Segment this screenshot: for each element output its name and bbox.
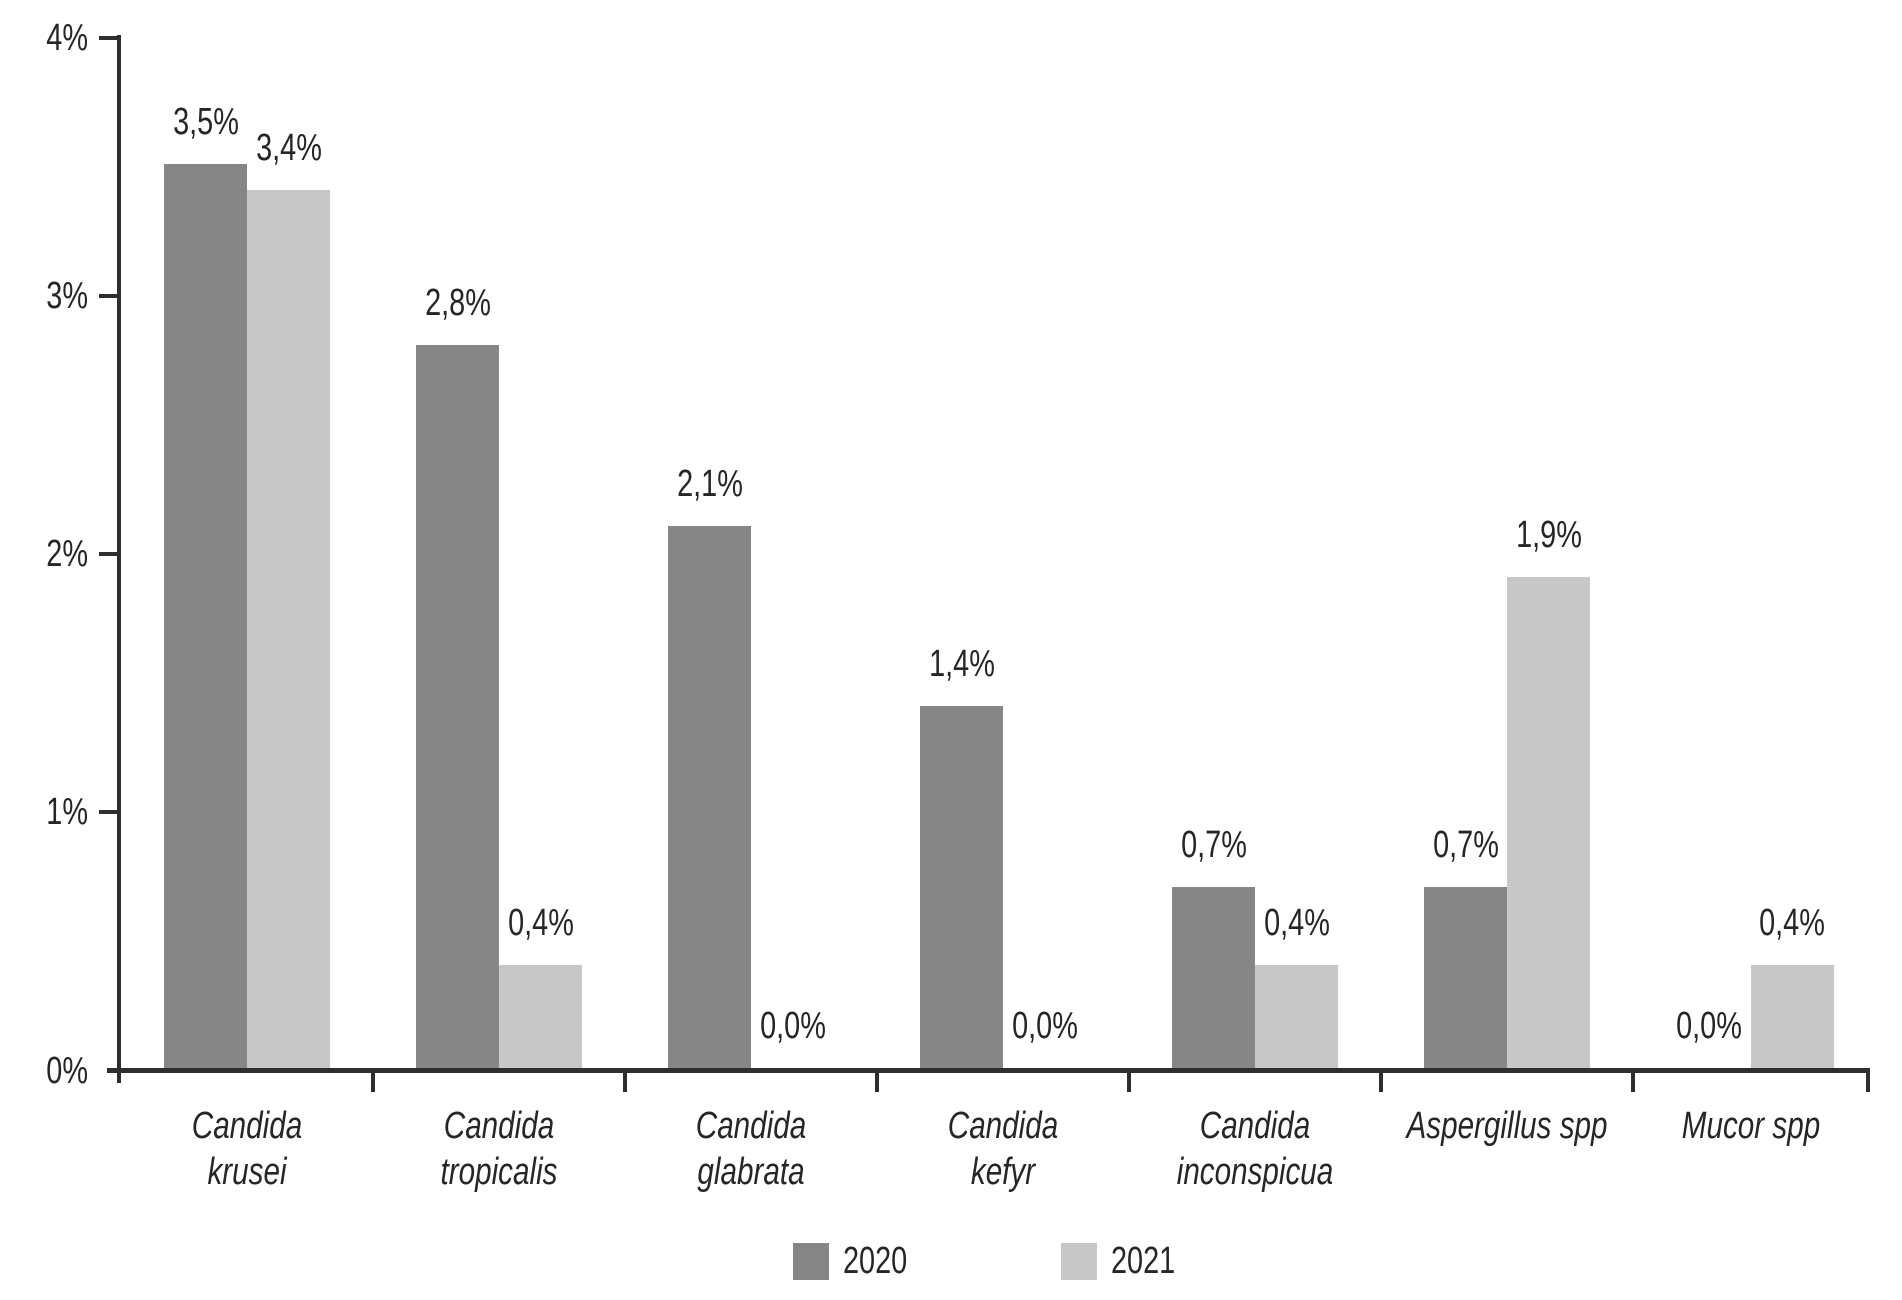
value-label-2021-candida-tropicalis: 0,4%	[507, 902, 574, 944]
value-label-2021-candida-kefyr: 0,0%	[1011, 1005, 1078, 1047]
category-label-aspergillus-spp: Aspergillus spp	[1406, 1105, 1608, 1147]
x-axis-line	[107, 1068, 1868, 1073]
y-tick-2	[99, 552, 121, 556]
bar-2020-candida-glabrata	[668, 526, 751, 1068]
y-axis-label-4: 4%	[46, 16, 88, 59]
legend-item-2020: 2020	[792, 1240, 928, 1282]
y-axis-label-2: 2%	[46, 533, 88, 575]
legend-label-2021: 2021	[1110, 1240, 1175, 1282]
bar-2021-mucor-spp	[1750, 965, 1834, 1068]
x-axis-tick	[1379, 1068, 1383, 1092]
value-label-2020-mucor-spp: 0,0%	[1676, 1005, 1742, 1047]
bar-2020-candida-inconspicua	[1172, 887, 1255, 1068]
bar-2021-candida-inconspicua	[1255, 965, 1338, 1068]
y-axis-label-0: 0%	[46, 1049, 88, 1092]
y-tick-3	[99, 293, 121, 298]
value-label-2021-candida-inconspicua: 0,4%	[1263, 902, 1330, 944]
category-label-mucor-spp: Mucor spp	[1681, 1105, 1820, 1147]
category-label-candida-tropicalis: Candida tropicalis	[440, 1105, 558, 1193]
bar-2020-candida-krusei	[164, 164, 247, 1068]
bar-2021-candida-krusei	[247, 190, 330, 1068]
legend-label-2020: 2020	[842, 1240, 908, 1282]
category-label-candida-kefyr: Candida kefyr	[947, 1105, 1059, 1193]
chart-legend: 2020 2021	[86, 1242, 1902, 1280]
x-axis-tick	[1631, 1068, 1635, 1092]
value-label-2020-candida-inconspicua: 0,7%	[1180, 824, 1247, 866]
bar-2020-candida-tropicalis	[416, 345, 499, 1068]
y-axis-line	[117, 35, 121, 1083]
bar-2020-aspergillus-spp	[1424, 887, 1507, 1068]
bar-2020-candida-kefyr	[920, 706, 1003, 1068]
category-label-candida-krusei: Candida krusei	[191, 1105, 303, 1193]
y-axis-label-1: 1%	[46, 791, 88, 834]
legend-swatch-2020	[792, 1242, 829, 1280]
x-axis-tick	[623, 1068, 627, 1092]
y-tick-4	[99, 35, 121, 40]
x-axis-tick	[1866, 1068, 1870, 1092]
value-label-2020-candida-glabrata: 2,1%	[676, 463, 743, 505]
category-label-candida-glabrata: Candida glabrata	[695, 1105, 807, 1193]
value-label-2020-candida-tropicalis: 2,8%	[424, 282, 491, 324]
y-axis-label-3: 3%	[46, 274, 88, 317]
value-label-2021-mucor-spp: 0,4%	[1759, 902, 1825, 944]
legend-item-2021: 2021	[1060, 1240, 1196, 1282]
x-axis-tick	[1127, 1068, 1131, 1092]
x-axis-tick	[371, 1068, 375, 1092]
value-label-2020-candida-kefyr: 1,4%	[928, 643, 995, 685]
category-label-candida-inconspicua: Candida inconspicua	[1176, 1105, 1334, 1193]
value-label-2020-aspergillus-spp: 0,7%	[1432, 824, 1499, 866]
value-label-2021-aspergillus-spp: 1,9%	[1515, 514, 1582, 556]
value-label-2021-candida-krusei: 3,4%	[255, 127, 322, 169]
legend-swatch-2021	[1060, 1242, 1097, 1280]
value-label-2021-candida-glabrata: 0,0%	[759, 1005, 826, 1047]
bar-2021-aspergillus-spp	[1507, 577, 1590, 1068]
x-axis-tick	[875, 1068, 879, 1092]
y-tick-1	[99, 810, 121, 815]
bar-2021-candida-tropicalis	[499, 965, 582, 1068]
value-label-2020-candida-krusei: 3,5%	[172, 101, 239, 143]
